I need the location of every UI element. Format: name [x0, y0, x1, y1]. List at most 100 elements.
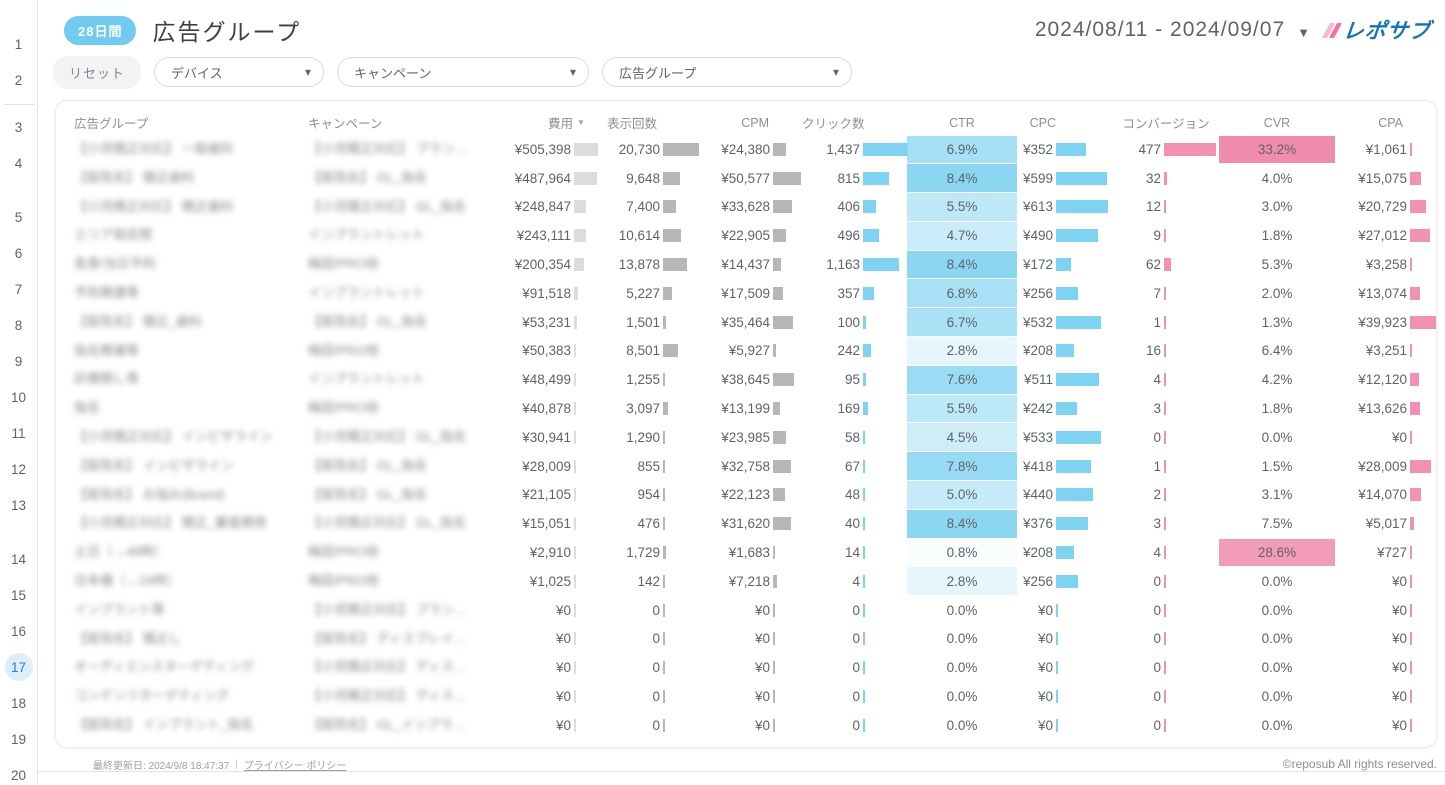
cell-cpm[interactable]: ¥0 [698, 596, 802, 625]
cell-cpc[interactable]: ¥613 [1017, 193, 1113, 222]
cell-ctr[interactable]: 6.9% [907, 135, 1017, 164]
cell-adgroup[interactable]: 【医院名】 矯正歯科 [74, 169, 195, 185]
page-nav-item-12[interactable]: 12 [10, 461, 27, 477]
cell-ctr[interactable]: 5.0% [907, 481, 1017, 510]
cell-clicks[interactable]: 169 [802, 394, 907, 423]
cell-cpc[interactable]: ¥208 [1017, 538, 1113, 567]
cell-cpa[interactable]: ¥13,626 [1335, 394, 1436, 423]
cell-campaign[interactable]: 【小児矯正対応】 GL_指名 [308, 198, 467, 214]
cell-cpm[interactable]: ¥23,985 [698, 423, 802, 452]
cell-cpc[interactable]: ¥490 [1017, 221, 1113, 250]
cell-cost[interactable]: ¥200,354 [486, 250, 602, 279]
cell-conv[interactable]: 477 [1113, 135, 1219, 164]
cell-clicks[interactable]: 242 [802, 337, 907, 366]
cell-imp[interactable]: 10,614 [602, 221, 698, 250]
cell-conv[interactable]: 9 [1113, 221, 1219, 250]
cell-campaign[interactable]: 【医院名】 GL_インプラント [308, 716, 479, 732]
cell-ctr[interactable]: 8.4% [907, 250, 1017, 279]
column-header-cpc[interactable]: CPC [1029, 115, 1056, 130]
cell-clicks[interactable]: 0 [802, 682, 907, 711]
cell-clicks[interactable]: 0 [802, 596, 907, 625]
cell-cost[interactable]: ¥15,051 [486, 509, 602, 538]
cell-conv[interactable]: 0 [1113, 711, 1219, 740]
cell-imp[interactable]: 0 [602, 596, 698, 625]
cell-ctr[interactable]: 6.7% [907, 308, 1017, 337]
page-nav-item-1[interactable]: 1 [14, 36, 23, 52]
cell-campaign[interactable]: 【小児矯正対応】 プラン・選外… [308, 141, 486, 156]
cell-cvr[interactable]: 1.5% [1261, 458, 1293, 474]
cell-cost[interactable]: ¥28,009 [486, 452, 602, 481]
cell-imp[interactable]: 3,097 [602, 394, 698, 423]
column-header-cvr[interactable]: CVR [1263, 115, 1291, 130]
cell-clicks[interactable]: 14 [802, 538, 907, 567]
cell-adgroup[interactable]: エリア指定間 [74, 227, 153, 243]
cell-imp[interactable]: 20,730 [602, 135, 699, 164]
cell-clicks[interactable]: 0 [802, 711, 907, 740]
cell-cvr[interactable]: 0.0% [1261, 660, 1293, 676]
cell-clicks[interactable]: 357 [802, 279, 907, 308]
cell-cpa[interactable]: ¥0 [1335, 653, 1436, 682]
cell-cost[interactable]: ¥243,111 [486, 221, 602, 250]
cell-cpa[interactable]: ¥727 [1335, 538, 1436, 567]
cell-cpa[interactable]: ¥0 [1335, 711, 1436, 740]
cell-adgroup[interactable]: 指名関連等 [74, 342, 140, 358]
chevron-down-icon[interactable]: ▼ [1297, 24, 1310, 40]
cell-clicks[interactable]: 40 [802, 509, 907, 538]
cell-campaign[interactable]: 【医院名】 GL_指名 [308, 486, 428, 502]
cell-campaign[interactable]: 梅田/PRO他 [308, 256, 379, 272]
cell-cpc[interactable]: ¥352 [1017, 135, 1113, 164]
cell-campaign[interactable]: インプラントレット [308, 284, 425, 300]
column-header-cost[interactable]: 費用 ▼ [547, 117, 585, 131]
cell-cpc[interactable]: ¥440 [1017, 481, 1113, 510]
cell-cvr[interactable]: 3.1% [1261, 487, 1293, 503]
cell-cpm[interactable]: ¥22,123 [698, 481, 802, 510]
cell-cpc[interactable]: ¥0 [1017, 682, 1113, 711]
cell-cpa[interactable]: ¥0 [1335, 682, 1436, 711]
cell-cvr[interactable]: 6.4% [1261, 343, 1293, 359]
cell-cvr[interactable]: 0.0% [1261, 689, 1293, 705]
cell-adgroup[interactable]: オーディエンスターゲティング [74, 659, 255, 675]
page-nav-item-8[interactable]: 8 [14, 317, 23, 333]
cell-cpa[interactable]: ¥0 [1335, 625, 1436, 654]
cell-cpc[interactable]: ¥256 [1017, 567, 1113, 596]
cell-cost[interactable]: ¥0 [486, 682, 602, 711]
cell-cpa[interactable]: ¥5,017 [1335, 509, 1436, 538]
cell-cvr[interactable]: 7.5% [1261, 516, 1293, 532]
cell-cvr[interactable]: 2.0% [1261, 285, 1293, 301]
cell-adgroup[interactable]: インプラント等 [74, 601, 165, 617]
cell-cpa[interactable]: ¥20,729 [1335, 193, 1436, 222]
page-nav-item-9[interactable]: 9 [14, 353, 23, 369]
page-nav-item-5[interactable]: 5 [14, 209, 23, 225]
cell-cvr[interactable]: 1.8% [1261, 228, 1293, 244]
date-range-selector[interactable]: 2024/08/11 - 2024/09/07 [1034, 18, 1286, 41]
cell-cvr[interactable]: 1.8% [1261, 401, 1293, 417]
cell-cpa[interactable]: ¥12,120 [1335, 365, 1436, 394]
cell-cpm[interactable]: ¥1,683 [698, 538, 802, 567]
cell-campaign[interactable]: インプラントレット [308, 227, 425, 243]
cell-imp[interactable]: 142 [602, 567, 698, 596]
cell-ctr[interactable]: 5.5% [907, 394, 1017, 423]
cell-imp[interactable]: 954 [602, 481, 698, 510]
cell-adgroup[interactable]: 【医院名】 お悩み(Brand) [74, 486, 225, 502]
page-nav-item-20[interactable]: 20 [10, 767, 27, 783]
cell-ctr[interactable]: 7.6% [907, 365, 1017, 394]
cell-adgroup[interactable]: 土日〔→48時〕 [74, 544, 167, 560]
cell-campaign[interactable]: 【医院名】 GL_指名 [308, 313, 428, 329]
cell-adgroup[interactable]: 【医院名】 矯正し [74, 630, 182, 646]
cell-ctr[interactable]: 0.0% [946, 717, 978, 733]
cell-ctr[interactable]: 0.8% [907, 538, 1017, 567]
cell-adgroup[interactable]: 急患/当日予約 [74, 256, 156, 272]
cell-cpc[interactable]: ¥242 [1017, 394, 1113, 423]
cell-cvr[interactable]: 28.6% [1219, 538, 1335, 567]
cell-adgroup[interactable]: 【医院名】 矯正_歯科 [74, 313, 202, 329]
cell-cpa[interactable]: ¥39,923 [1335, 308, 1436, 337]
cell-cpm[interactable]: ¥7,218 [698, 567, 802, 596]
cell-campaign[interactable]: 【小児矯正対応】 ディスプレ… [308, 688, 486, 704]
cell-cost[interactable]: ¥505,398 [486, 135, 602, 164]
cell-adgroup[interactable]: 【小児矯正対応】 矯正_審査関係 [74, 515, 267, 531]
cell-imp[interactable]: 13,878 [602, 250, 698, 279]
cell-clicks[interactable]: 58 [802, 423, 907, 452]
cell-clicks[interactable]: 0 [802, 653, 907, 682]
cell-ctr[interactable]: 7.8% [907, 452, 1017, 481]
page-nav-item-7[interactable]: 7 [14, 281, 23, 297]
